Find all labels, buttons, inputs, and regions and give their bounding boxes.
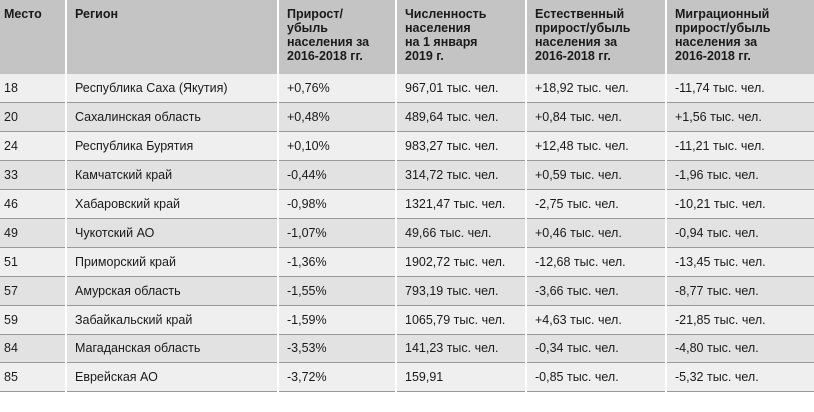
cell-population: 49,66 тыс. чел.: [396, 218, 527, 248]
cell-growth: -3,72%: [278, 362, 397, 393]
table-row: 84 Магаданская область -3,53% 141,23 тыс. ч…: [0, 334, 814, 364]
cell-rank: 59: [0, 305, 67, 335]
header-migration-growth: Миграционный прирост/убыль населения за 201…: [666, 0, 814, 74]
cell-natural-growth: -3,66 тыс. чел.: [526, 276, 667, 306]
cell-rank: 84: [0, 334, 67, 364]
cell-region: Приморский край: [66, 247, 279, 277]
cell-population: 793,19 тыс. чел.: [396, 276, 527, 306]
population-table: Место Регион Прирост/убыль населения за 2016…: [0, 0, 814, 393]
cell-natural-growth: -2,75 тыс. чел.: [526, 189, 667, 219]
cell-natural-growth: +0,46 тыс. чел.: [526, 218, 667, 248]
cell-migration-growth: -11,21 тыс. чел.: [666, 131, 814, 162]
cell-region: Республика Бурятия: [66, 131, 279, 162]
cell-population: 1065,79 тыс. чел.: [396, 305, 527, 335]
cell-migration-growth: -13,45 тыс. чел.: [666, 247, 814, 277]
table-row: 59 Забайкальский край -1,59% 1065,79 тыс. ч…: [0, 305, 814, 335]
cell-migration-growth: -1,96 тыс. чел.: [666, 160, 814, 191]
cell-growth: -1,36%: [278, 247, 397, 277]
cell-population: 141,23 тыс. чел.: [396, 334, 527, 364]
table-row: 24 Республика Бурятия +0,10% 983,27 тыс. че…: [0, 131, 814, 162]
cell-region: Магаданская область: [66, 334, 279, 364]
cell-growth: -1,59%: [278, 305, 397, 335]
cell-growth: -1,07%: [278, 218, 397, 248]
cell-growth: -0,98%: [278, 189, 397, 219]
cell-migration-growth: -0,94 тыс. чел.: [666, 218, 814, 248]
cell-region: Хабаровский край: [66, 189, 279, 219]
cell-migration-growth: -11,74 тыс. чел.: [666, 74, 814, 104]
cell-growth: -0,44%: [278, 160, 397, 191]
cell-rank: 18: [0, 74, 67, 104]
cell-natural-growth: -12,68 тыс. чел.: [526, 247, 667, 277]
cell-migration-growth: +1,56 тыс. чел.: [666, 102, 814, 133]
cell-rank: 57: [0, 276, 67, 306]
cell-region: Амурская область: [66, 276, 279, 306]
table-row: 49 Чукотский АО -1,07% 49,66 тыс. чел. +0,46…: [0, 218, 814, 248]
cell-population: 489,64 тыс. чел.: [396, 102, 527, 133]
header-row: Место Регион Прирост/убыль населения за 2016…: [0, 0, 814, 74]
cell-natural-growth: +12,48 тыс. чел.: [526, 131, 667, 162]
cell-population: 159,91: [396, 362, 527, 393]
cell-population: 983,27 тыс. чел.: [396, 131, 527, 162]
header-region: Регион: [66, 0, 279, 74]
cell-rank: 20: [0, 102, 67, 133]
table-row: 57 Амурская область -1,55% 793,19 тыс. чел.…: [0, 276, 814, 306]
table-row: 51 Приморский край -1,36% 1902,72 тыс. чел.…: [0, 247, 814, 277]
cell-region: Сахалинская область: [66, 102, 279, 133]
cell-natural-growth: -0,85 тыс. чел.: [526, 362, 667, 393]
cell-region: Республика Саха (Якутия): [66, 74, 279, 104]
cell-natural-growth: +18,92 тыс. чел.: [526, 74, 667, 104]
header-natural-growth: Естественный прирост/убыль населения за 201…: [526, 0, 667, 74]
cell-population: 314,72 тыс. чел.: [396, 160, 527, 191]
cell-rank: 24: [0, 131, 67, 162]
cell-growth: -3,53%: [278, 334, 397, 364]
table-header: Место Регион Прирост/убыль населения за 2016…: [0, 0, 814, 74]
cell-migration-growth: -8,77 тыс. чел.: [666, 276, 814, 306]
cell-migration-growth: -21,85 тыс. чел.: [666, 305, 814, 335]
cell-rank: 33: [0, 160, 67, 191]
cell-population: 1321,47 тыс. чел.: [396, 189, 527, 219]
cell-rank: 46: [0, 189, 67, 219]
cell-natural-growth: +0,84 тыс. чел.: [526, 102, 667, 133]
cell-region: Еврейская АО: [66, 362, 279, 393]
table-row: 33 Камчатский край -0,44% 314,72 тыс. чел. +…: [0, 160, 814, 191]
header-population: Численность населения на 1 января 2019 г.: [396, 0, 527, 74]
table-row: 85 Еврейская АО -3,72% 159,91 -0,85 тыс. чел…: [0, 362, 814, 393]
table-body: 18 Республика Саха (Якутия) +0,76% 967,01 т…: [0, 74, 814, 393]
cell-growth: +0,76%: [278, 74, 397, 104]
cell-natural-growth: +0,59 тыс. чел.: [526, 160, 667, 191]
header-growth: Прирост/убыль населения за 2016-2018 гг.: [278, 0, 397, 74]
cell-region: Чукотский АО: [66, 218, 279, 248]
header-rank: Место: [0, 0, 67, 74]
cell-natural-growth: -0,34 тыс. чел.: [526, 334, 667, 364]
cell-population: 967,01 тыс. чел.: [396, 74, 527, 104]
cell-migration-growth: -5,32 тыс. чел.: [666, 362, 814, 393]
cell-migration-growth: -10,21 тыс. чел.: [666, 189, 814, 219]
cell-rank: 85: [0, 362, 67, 393]
cell-growth: -1,55%: [278, 276, 397, 306]
cell-growth: +0,10%: [278, 131, 397, 162]
cell-rank: 51: [0, 247, 67, 277]
cell-migration-growth: -4,80 тыс. чел.: [666, 334, 814, 364]
cell-population: 1902,72 тыс. чел.: [396, 247, 527, 277]
table-row: 18 Республика Саха (Якутия) +0,76% 967,01 т…: [0, 74, 814, 104]
table-row: 20 Сахалинская область +0,48% 489,64 тыс. ч…: [0, 102, 814, 133]
cell-growth: +0,48%: [278, 102, 397, 133]
table-row: 46 Хабаровский край -0,98% 1321,47 тыс. чел…: [0, 189, 814, 219]
cell-rank: 49: [0, 218, 67, 248]
cell-region: Забайкальский край: [66, 305, 279, 335]
cell-region: Камчатский край: [66, 160, 279, 191]
cell-natural-growth: +4,63 тыс. чел.: [526, 305, 667, 335]
